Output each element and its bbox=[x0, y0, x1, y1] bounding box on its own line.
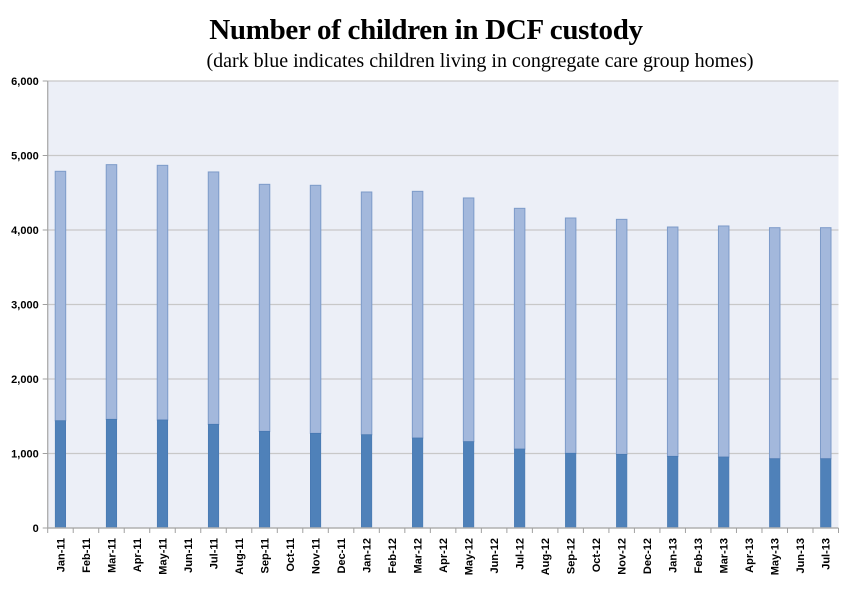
x-tick-label: Aug-12 bbox=[540, 538, 552, 575]
bar-total-May-13 bbox=[768, 227, 781, 460]
bar-congregate-May-13 bbox=[769, 458, 781, 529]
bar-total-Jan-13 bbox=[666, 226, 679, 457]
bar-congregate-Jan-11 bbox=[54, 420, 67, 529]
bar-total-Sep-12 bbox=[564, 217, 577, 454]
bar-congregate-Mar-11 bbox=[105, 419, 118, 529]
y-tick-label: 0 bbox=[33, 523, 39, 535]
bar-congregate-Jan-13 bbox=[667, 456, 679, 529]
bar-total-Sep-11 bbox=[258, 183, 271, 432]
bar-congregate-Jul-12 bbox=[514, 448, 526, 529]
x-tick-label: Jul-12 bbox=[515, 538, 527, 570]
bar-total-Mar-12 bbox=[411, 190, 424, 439]
x-tick-label: Mar-11 bbox=[106, 538, 118, 573]
bar-congregate-Sep-11 bbox=[258, 430, 271, 529]
bar-congregate-May-12 bbox=[463, 441, 475, 529]
x-tick-label: Sep-11 bbox=[260, 538, 272, 573]
bar-total-May-11 bbox=[156, 164, 169, 421]
bar-congregate-Mar-12 bbox=[412, 437, 424, 529]
bar-total-Jan-11 bbox=[54, 170, 67, 422]
x-tick-label: May-13 bbox=[770, 538, 782, 575]
chart-subtitle: (dark blue indicates children living in … bbox=[206, 50, 754, 72]
gridlines bbox=[47, 80, 839, 455]
x-tick-label: May-11 bbox=[157, 538, 169, 575]
y-tick-label: 5,000 bbox=[11, 151, 39, 163]
x-tick-label: Dec-11 bbox=[336, 538, 348, 573]
bar-congregate-May-11 bbox=[156, 419, 169, 529]
x-tick-label: Jan-13 bbox=[668, 538, 680, 573]
y-tick-label: 4,000 bbox=[11, 225, 39, 237]
x-tick-label: May-12 bbox=[464, 538, 476, 575]
x-tick-label: Nov-11 bbox=[311, 538, 323, 574]
bar-total-Mar-13 bbox=[717, 225, 730, 458]
bar-congregate-Nov-12 bbox=[616, 454, 628, 529]
x-tick-label: Apr-13 bbox=[744, 538, 756, 573]
x-tick-label: Mar-12 bbox=[413, 538, 425, 573]
bar-congregate-Mar-13 bbox=[718, 456, 730, 529]
x-tick-label: Dec-12 bbox=[642, 538, 654, 574]
bar-total-May-12 bbox=[462, 197, 475, 443]
x-tick-label: Sep-12 bbox=[566, 538, 578, 574]
bar-total-Jul-12 bbox=[513, 207, 526, 450]
y-axis-ticks: 0 1,000 2,000 3,000 4,000 5,000 6,000 bbox=[11, 76, 48, 535]
x-tick-label: Apr-11 bbox=[132, 538, 144, 572]
y-tick-label: 3,000 bbox=[11, 300, 39, 312]
x-tick-label: Jun-12 bbox=[489, 538, 501, 573]
x-tick-label: Jun-13 bbox=[795, 538, 807, 573]
bar-congregate-Nov-11 bbox=[310, 433, 322, 529]
bar-total-Mar-11 bbox=[105, 164, 118, 420]
x-tick-label: Oct-11 bbox=[285, 538, 297, 572]
x-tick-label: Jan-12 bbox=[362, 538, 374, 573]
y-tick-label: 2,000 bbox=[11, 374, 39, 386]
x-tick-label: Feb-12 bbox=[387, 538, 399, 573]
bar-total-Jan-12 bbox=[360, 191, 373, 436]
x-tick-label: Nov-12 bbox=[617, 538, 629, 575]
bar-total-Jul-11 bbox=[207, 171, 220, 425]
chart-title: Number of children in DCF custody bbox=[209, 14, 643, 46]
bar-total-Nov-11 bbox=[309, 184, 322, 434]
y-tick-label: 6,000 bbox=[11, 76, 39, 88]
x-tick-label: Aug-11 bbox=[234, 538, 246, 575]
bars bbox=[54, 164, 832, 529]
bar-congregate-Jul-13 bbox=[820, 458, 832, 529]
bar-congregate-Jan-12 bbox=[361, 434, 373, 529]
bar-total-Jul-13 bbox=[819, 227, 832, 460]
x-tick-label: Apr-12 bbox=[438, 538, 450, 573]
x-tick-label: Feb-13 bbox=[693, 538, 705, 573]
x-tick-label: Jul-13 bbox=[821, 538, 833, 570]
y-tick-label: 1,000 bbox=[11, 449, 39, 461]
x-tick-label: Jan-11 bbox=[55, 538, 67, 572]
bar-total-Nov-12 bbox=[615, 218, 628, 455]
bar-congregate-Sep-12 bbox=[565, 452, 577, 529]
bar-congregate-Jul-11 bbox=[207, 423, 220, 529]
x-tick-label: Oct-12 bbox=[591, 538, 603, 572]
x-tick-label: Jul-11 bbox=[209, 538, 221, 569]
x-axis-ticks: Jan-11 Feb-11 Mar-11 Apr-11 May-11 Jun-11 Jul-… bbox=[47, 528, 839, 575]
x-tick-label: Jun-11 bbox=[183, 538, 195, 573]
x-tick-label: Mar-13 bbox=[719, 538, 731, 573]
x-tick-label: Feb-11 bbox=[81, 538, 93, 573]
